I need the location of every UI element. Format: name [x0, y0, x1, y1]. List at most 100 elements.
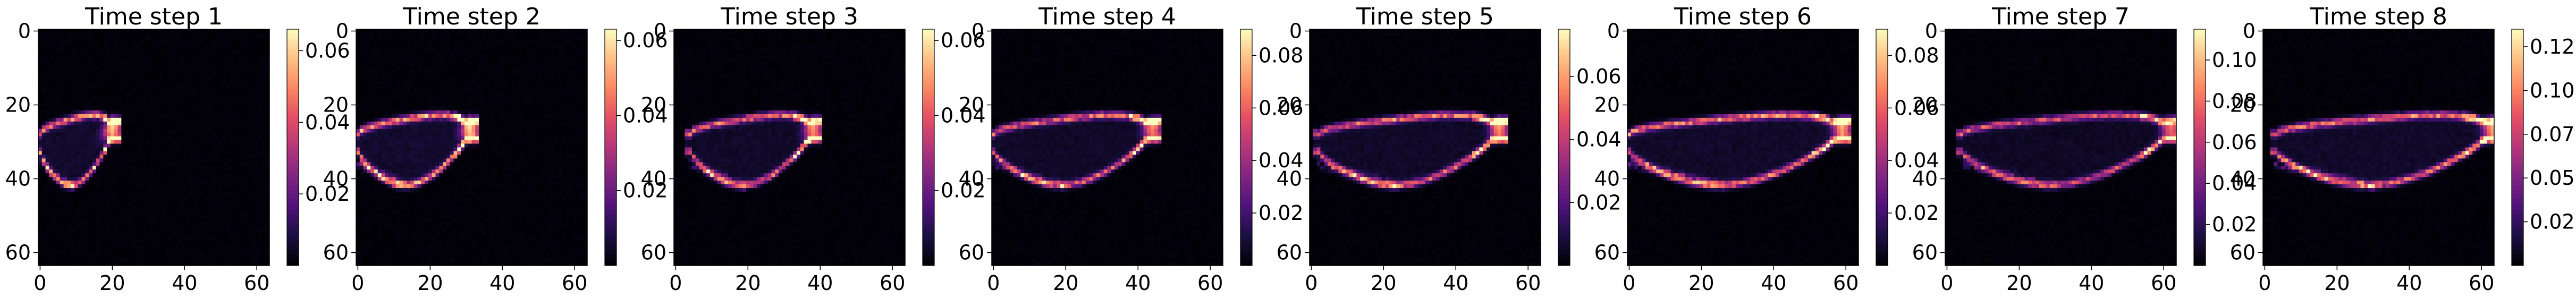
heatmap-cell	[251, 51, 256, 56]
heatmap-cell	[489, 29, 494, 33]
heatmap-cell	[60, 36, 64, 41]
heatmap-cell	[262, 40, 266, 45]
heatmap-cell	[425, 32, 429, 37]
heatmap-cell	[56, 55, 61, 59]
heatmap-cell	[150, 143, 154, 148]
heatmap-cell	[237, 70, 241, 74]
heatmap-cell	[114, 206, 118, 211]
heatmap-cell	[248, 162, 252, 166]
heatmap-cell	[500, 40, 505, 45]
heatmap-cell	[244, 162, 248, 166]
heatmap-cell	[172, 66, 176, 70]
heatmap-cell	[38, 213, 43, 218]
heatmap-cell	[92, 81, 97, 85]
heatmap-cell	[251, 202, 256, 207]
heatmap-cell	[157, 187, 162, 192]
heatmap-cell	[222, 228, 226, 233]
heatmap-cell	[96, 99, 100, 104]
heatmap-cell	[71, 96, 75, 100]
heatmap-cell	[215, 166, 219, 170]
heatmap-cell	[258, 77, 263, 81]
heatmap-cell	[168, 158, 172, 163]
heatmap-cell	[150, 173, 154, 177]
heatmap-cell	[370, 47, 375, 52]
heatmap-cell	[92, 117, 97, 122]
heatmap-cell	[457, 44, 461, 48]
heatmap-cell	[186, 136, 190, 140]
heatmap-cell	[103, 181, 107, 185]
heatmap-cell	[244, 258, 248, 262]
heatmap-cell	[110, 221, 115, 225]
heatmap-cell	[370, 55, 375, 59]
heatmap-cell	[200, 114, 205, 118]
heatmap-cell	[208, 77, 212, 81]
heatmap-cell	[385, 73, 389, 78]
heatmap-cell	[125, 70, 129, 74]
heatmap-cell	[489, 44, 494, 48]
heatmap-cell	[81, 136, 86, 140]
heatmap-cell	[251, 125, 256, 130]
heatmap-cell	[110, 73, 115, 78]
heatmap-cell	[482, 40, 487, 45]
heatmap-cell	[179, 103, 183, 107]
heatmap-cell	[266, 66, 270, 70]
heatmap-cell	[41, 199, 46, 203]
heatmap-cell	[222, 232, 226, 236]
heatmap-cell	[89, 107, 93, 111]
heatmap-cell	[240, 55, 244, 59]
heatmap-cell	[190, 77, 194, 81]
heatmap-cell	[71, 29, 75, 33]
heatmap-cell	[60, 40, 64, 45]
heatmap-cell	[114, 184, 118, 189]
heatmap-cell	[85, 107, 89, 111]
heatmap-cell	[117, 166, 122, 170]
heatmap-cell	[172, 221, 176, 225]
heatmap-cell	[117, 143, 122, 148]
heatmap-cell	[244, 62, 248, 66]
heatmap-cell	[110, 166, 115, 170]
heatmap-cell	[96, 136, 100, 140]
heatmap-cell	[85, 177, 89, 181]
heatmap-cell	[403, 55, 407, 59]
heatmap-cell	[154, 129, 158, 133]
heatmap-cell	[125, 88, 129, 92]
heatmap-cell	[81, 70, 86, 74]
heatmap-cell	[92, 92, 97, 96]
heatmap-cell	[164, 213, 169, 218]
heatmap-cell	[136, 251, 140, 255]
heatmap-cell	[74, 117, 79, 122]
heatmap-cell	[385, 40, 389, 45]
heatmap-cell	[218, 58, 223, 63]
heatmap-cell	[96, 62, 100, 66]
heatmap-cell	[533, 47, 537, 52]
heatmap-cell	[92, 84, 97, 89]
heatmap-cell	[233, 96, 238, 100]
heatmap-cell	[96, 240, 100, 244]
heatmap-cell	[63, 247, 67, 251]
heatmap-cell	[266, 110, 270, 115]
heatmap-cell	[468, 62, 472, 66]
heatmap-cell	[200, 217, 205, 221]
heatmap-cell	[511, 55, 516, 59]
heatmap-cell	[49, 55, 53, 59]
heatmap-cell	[547, 51, 552, 56]
heatmap-cell	[468, 70, 472, 74]
heatmap-cell	[446, 77, 451, 81]
heatmap-cell	[244, 254, 248, 259]
heatmap-cell	[208, 55, 212, 59]
heatmap-cell	[258, 136, 263, 140]
heatmap-cell	[197, 240, 201, 244]
heatmap-cell	[200, 162, 205, 166]
heatmap-cell	[237, 225, 241, 229]
heatmap-cell	[53, 155, 57, 159]
heatmap-cell	[547, 47, 552, 52]
heatmap-cell	[182, 158, 187, 163]
heatmap-cell	[266, 217, 270, 221]
heatmap-cell	[461, 44, 465, 48]
heatmap-cell	[164, 110, 169, 115]
heatmap-cell	[179, 140, 183, 144]
heatmap-cell	[197, 36, 201, 41]
heatmap-cell	[53, 210, 57, 215]
heatmap-cell	[262, 199, 266, 203]
heatmap-cell	[200, 32, 205, 37]
